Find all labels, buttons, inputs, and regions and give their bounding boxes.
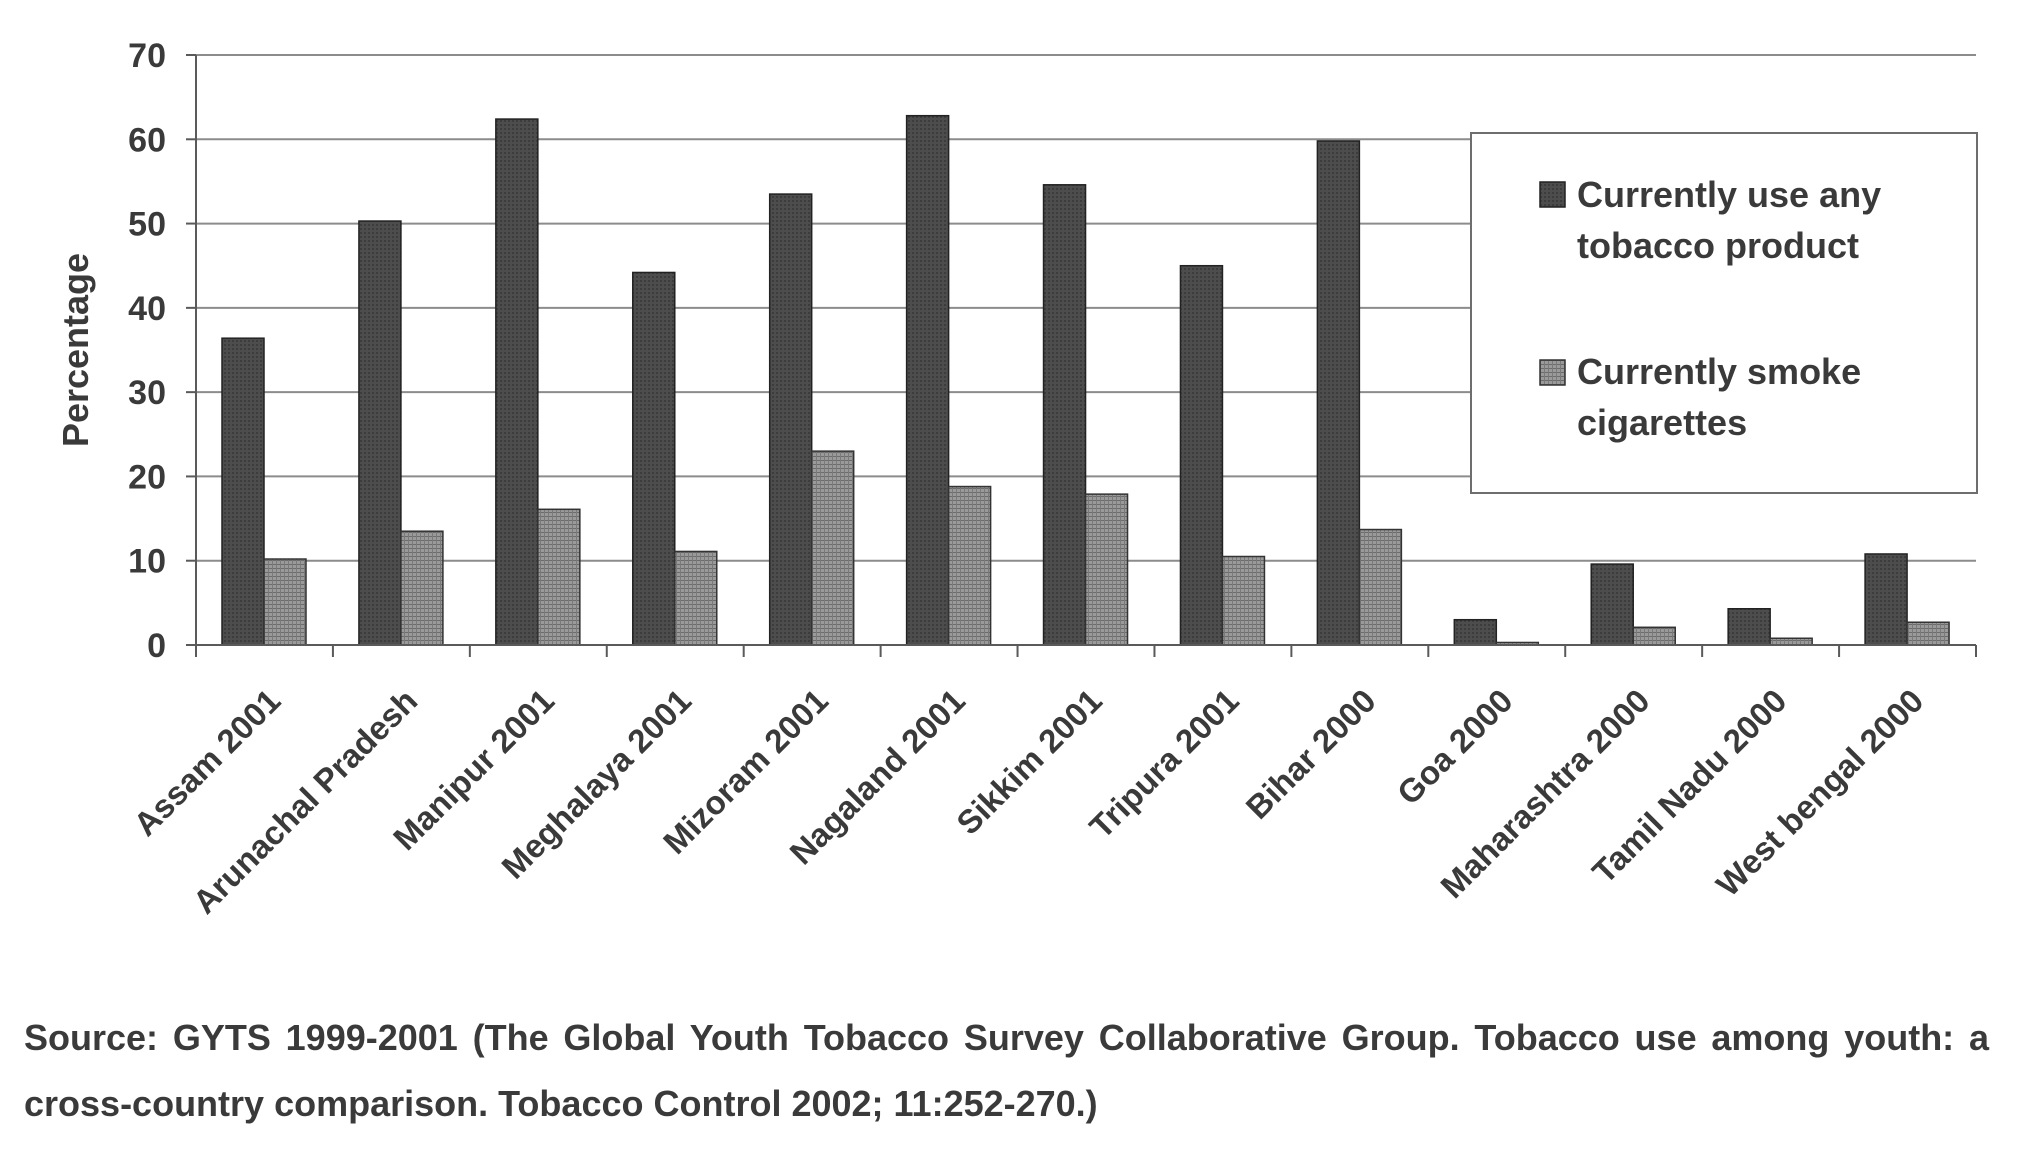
bar-cigarette-smoking (1632, 626, 1676, 646)
bar-tobacco-use (905, 114, 950, 646)
bar-tobacco-use (495, 118, 539, 646)
legend-label-cigarettes-line-1: Currently smoke (1577, 351, 1861, 392)
y-tick-label: 30 (128, 374, 166, 412)
bar-cigarette-smoking (1906, 621, 1950, 646)
y-tick-label: 60 (128, 121, 166, 159)
bars (221, 114, 1950, 646)
bar-tobacco-use (632, 271, 676, 646)
legend-swatch-tobacco (1539, 181, 1566, 208)
bar-tobacco-use (1727, 608, 1771, 646)
bar-tobacco-use (1864, 553, 1908, 646)
legend-swatch-cigarettes (1539, 359, 1566, 386)
legend: Currently use any tobacco product Curren… (1470, 132, 1978, 494)
bar-tobacco-use (1042, 184, 1087, 646)
bar-tobacco-use (1590, 563, 1634, 646)
bar-cigarette-smoking (674, 550, 718, 646)
legend-label-cigarettes-line-2: cigarettes (1577, 402, 1747, 443)
legend-label-tobacco-line-2: tobacco product (1577, 225, 1859, 266)
bar-cigarette-smoking (810, 450, 855, 646)
bar-tobacco-use (1316, 140, 1361, 646)
axes (186, 54, 1977, 657)
source-note: Source: GYTS 1999-2001 (The Global Youth… (24, 1017, 1989, 1124)
bar-cigarette-smoking (537, 508, 581, 646)
bar-tobacco-use (1179, 264, 1224, 646)
bar-cigarette-smoking (1769, 637, 1813, 646)
y-tick-label: 0 (147, 627, 166, 665)
y-tick-label: 20 (128, 458, 166, 496)
x-category-label: Bihar 2000 (1239, 682, 1383, 826)
x-category-label: Goa 2000 (1390, 682, 1520, 812)
bar-tobacco-use (358, 220, 402, 646)
bar-cigarette-smoking (1084, 493, 1129, 646)
legend-label-tobacco-line-1: Currently use any (1577, 174, 1881, 215)
bar-cigarette-smoking (400, 530, 444, 646)
bar-cigarette-smoking (1221, 555, 1266, 646)
bar-tobacco-use (1453, 618, 1498, 646)
y-tick-label: 10 (128, 543, 166, 581)
y-tick-label: 50 (128, 206, 166, 244)
y-tick-label: 40 (128, 290, 166, 328)
x-category-label: Arunachal Pradesh (185, 682, 424, 921)
bar-cigarette-smoking (263, 558, 307, 646)
y-tick-label: 70 (128, 37, 166, 75)
y-tick-labels: 0 10 20 30 40 50 60 70 (128, 37, 166, 665)
bar-tobacco-use (221, 337, 265, 646)
bar-cigarette-smoking (947, 485, 992, 646)
y-axis-title: Percentage (55, 253, 96, 447)
bar-cigarette-smoking (1358, 528, 1403, 646)
bar-tobacco-use (768, 193, 813, 646)
